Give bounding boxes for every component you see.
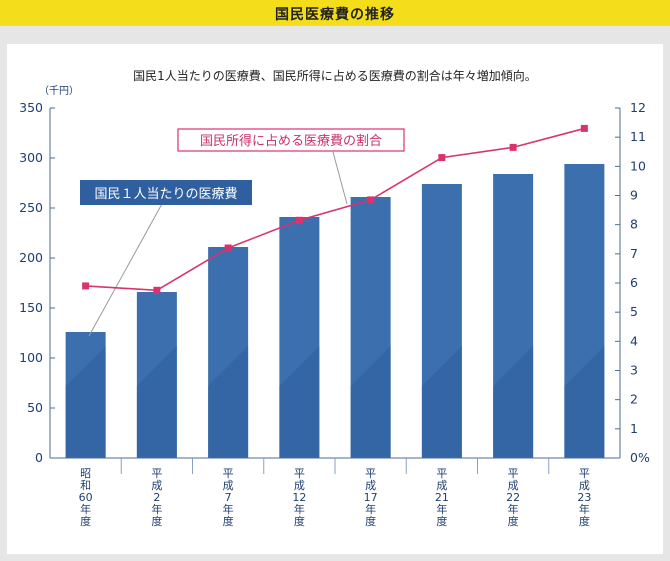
x-label-2-part-4: 度 <box>223 514 234 528</box>
x-label-4-part-3: 年 <box>365 502 376 516</box>
right-tick-label-4: 4 <box>630 333 638 348</box>
x-label-5-part-0: 平 <box>436 467 447 480</box>
x-label-0-part-0: 昭 <box>80 467 91 480</box>
x-label-6-part-3: 年 <box>508 502 519 516</box>
x-label-4-part-0: 平 <box>365 467 376 480</box>
x-label-4-part-4: 度 <box>365 514 376 528</box>
left-axis-unit: （千円） <box>39 85 79 97</box>
x-label-6-part-0: 平 <box>508 467 519 480</box>
left-tick-label-0: 0 <box>35 450 43 465</box>
right-tick-label-12: 12 <box>630 100 646 115</box>
x-label-6-part-4: 度 <box>508 514 519 528</box>
bar-shade-5 <box>421 346 462 458</box>
chart-canvas: 国民1人当たりの医療費、国民所得に占める医療費の割合は年々増加傾向。 （千円） … <box>19 68 650 528</box>
x-label-7-part-1: 成 <box>579 479 590 492</box>
chart-subtitle: 国民1人当たりの医療費、国民所得に占める医療費の割合は年々増加傾向。 <box>133 68 537 83</box>
bar-shade-0 <box>65 346 106 458</box>
left-tick-label-6: 300 <box>19 150 43 165</box>
line-label-box <box>177 128 405 152</box>
title-banner-fill <box>0 0 670 26</box>
x-label-4-part-2: 17 <box>364 491 378 504</box>
page-title: 国民医療費の推移 <box>275 7 395 23</box>
x-label-2-part-3: 年 <box>223 502 234 516</box>
x-label-7-part-2: 23 <box>577 491 591 504</box>
x-label-6-part-1: 成 <box>508 479 519 492</box>
bar-label-leader <box>88 201 164 337</box>
bar-shade-2 <box>208 346 249 458</box>
x-label-3-part-4: 度 <box>294 514 305 528</box>
right-tick-label-6: 6 <box>630 275 638 290</box>
x-label-1-part-2: 2 <box>153 491 160 504</box>
x-label-5-part-1: 成 <box>436 479 447 492</box>
line-point-3 <box>295 216 303 224</box>
bar-label-box <box>80 180 252 205</box>
bar-shade-4 <box>350 346 391 458</box>
bar-shade-1 <box>136 346 177 458</box>
right-tick-label-3: 3 <box>630 363 638 378</box>
x-label-0-part-2: 60 <box>79 491 93 504</box>
line-series-label: 国民所得に占める医療費の割合 <box>200 133 382 149</box>
right-tick-label-1: 1 <box>630 421 638 436</box>
line-point-4 <box>367 196 375 204</box>
bars-layer <box>65 164 605 458</box>
x-label-1-part-0: 平 <box>151 467 162 480</box>
x-label-1-part-4: 度 <box>151 514 162 528</box>
x-label-2-part-1: 成 <box>223 479 234 492</box>
line-point-1 <box>153 286 161 294</box>
left-tick-label-5: 250 <box>19 200 43 215</box>
right-tick-label-5: 5 <box>630 304 638 319</box>
line-point-0 <box>82 282 90 290</box>
left-tick-label-4: 200 <box>19 250 43 265</box>
chart-panel: 国民1人当たりの医療費、国民所得に占める医療費の割合は年々増加傾向。 （千円） … <box>7 44 663 554</box>
x-label-3-part-2: 12 <box>292 491 306 504</box>
line-label-leader <box>332 151 348 205</box>
x-label-0-part-3: 年 <box>80 502 91 516</box>
line-point-2 <box>224 244 232 252</box>
x-label-1-part-1: 成 <box>151 479 162 492</box>
left-tick-label-7: 350 <box>19 100 43 115</box>
right-tick-label-8: 8 <box>630 217 638 232</box>
x-label-6-part-2: 22 <box>506 491 520 504</box>
right-tick-label-10: 10 <box>630 158 646 173</box>
x-label-7-part-4: 度 <box>579 514 590 528</box>
title-banner-bg <box>0 0 670 26</box>
line-point-5 <box>438 154 446 162</box>
left-tick-label-2: 100 <box>19 350 43 365</box>
bar-shade-7 <box>564 346 605 458</box>
x-label-5-part-4: 度 <box>436 514 447 528</box>
callouts-layer: 国民１人当たりの医療費 国民所得に占める医療費の割合 <box>80 128 405 337</box>
x-label-5-part-2: 21 <box>435 491 449 504</box>
x-label-0-part-1: 和 <box>80 479 91 492</box>
title-banner: 国民医療費の推移 <box>0 0 670 30</box>
x-label-3-part-1: 成 <box>294 479 305 492</box>
ratio-line <box>85 127 585 292</box>
left-tick-label-1: 50 <box>27 400 43 415</box>
x-label-3-part-3: 年 <box>294 502 305 516</box>
right-tick-label-9: 9 <box>630 188 638 203</box>
x-label-4-part-1: 成 <box>365 479 376 492</box>
right-tick-label-11: 11 <box>630 129 646 144</box>
x-label-7-part-3: 年 <box>579 502 590 516</box>
line-point-6 <box>509 143 517 151</box>
x-label-3-part-0: 平 <box>294 467 305 480</box>
line-layer <box>82 124 588 294</box>
right-tick-label-0: 0% <box>630 450 650 465</box>
x-label-7-part-0: 平 <box>579 467 590 480</box>
line-point-7 <box>580 124 588 132</box>
left-tick-label-3: 150 <box>19 300 43 315</box>
x-labels-layer: 昭和60年度平成2年度平成7年度平成12年度平成17年度平成21年度平成22年度… <box>79 467 592 528</box>
right-tick-label-7: 7 <box>630 246 638 261</box>
x-label-2-part-0: 平 <box>223 467 234 480</box>
bar-shade-3 <box>279 346 320 458</box>
bar-shade-6 <box>493 346 534 458</box>
x-label-0-part-4: 度 <box>80 514 91 528</box>
x-label-1-part-3: 年 <box>151 502 162 516</box>
x-label-2-part-2: 7 <box>225 491 232 504</box>
bar-series-label: 国民１人当たりの医療費 <box>94 187 237 202</box>
x-label-5-part-3: 年 <box>436 502 447 516</box>
right-tick-label-2: 2 <box>630 392 638 407</box>
